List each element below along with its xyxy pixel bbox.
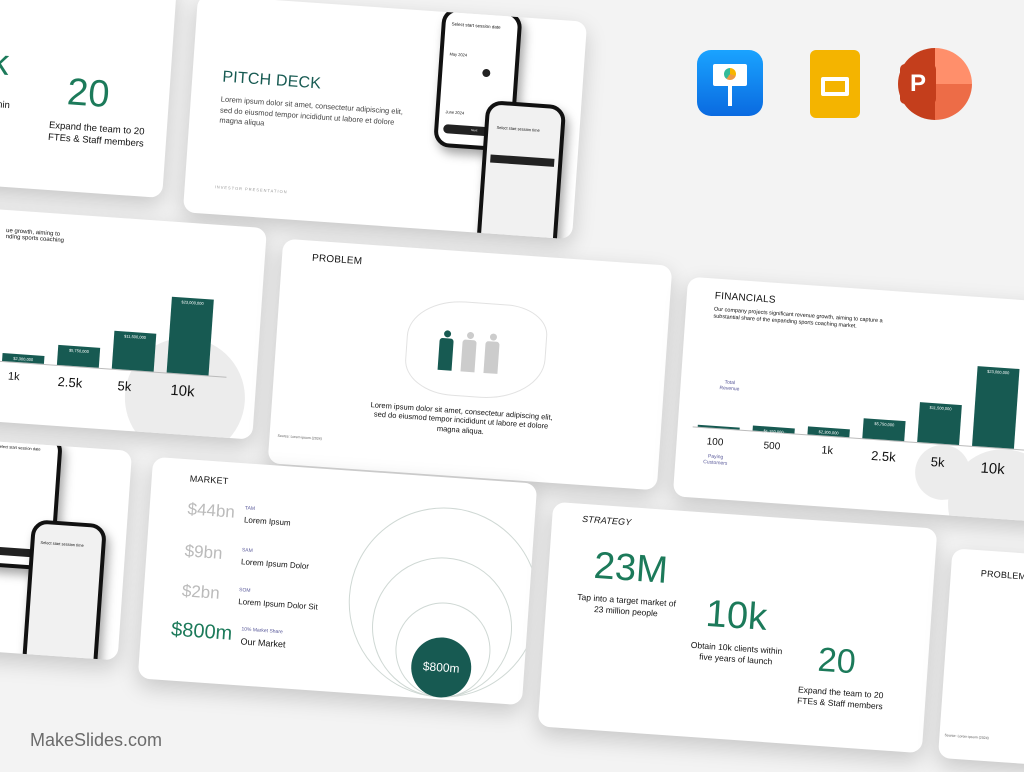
- stat-value: 20: [65, 71, 111, 117]
- pitch-title: PITCH DECK: [221, 68, 322, 93]
- market-value-highlight: $800m: [170, 618, 233, 645]
- customers-label: Paying Customers: [703, 453, 728, 467]
- slide-strategy[interactable]: STRATEGY 23M Tap into a target market of…: [537, 501, 938, 754]
- bar: [697, 424, 740, 430]
- stat-value: 10k: [704, 592, 769, 639]
- market-label: Our Market: [240, 636, 286, 650]
- customer-label: 500: [763, 440, 781, 453]
- bar-chart: $1,150,000 $2,300,000 $5,750,000 $11,500…: [692, 337, 1024, 452]
- market-label: Lorem Ipsum: [243, 515, 291, 528]
- market-value: $44bn: [187, 499, 236, 522]
- stat-caption: Obtain 10k clients within five years of …: [690, 639, 783, 667]
- bar: $5,750,000: [862, 418, 906, 442]
- customer-label: 2.5k: [57, 373, 83, 391]
- customer-label: 2.5k: [870, 447, 897, 465]
- pitch-footer: INVESTOR PRESENTATION: [214, 184, 288, 195]
- customer-label: 1k: [820, 444, 834, 458]
- bar-chart: $2,300,000 $5,750,000 $11,500,000 $23,00…: [0, 279, 233, 378]
- selected-date: [482, 68, 491, 78]
- stat-caption: s within nch: [0, 98, 11, 112]
- stat-caption: Tap into a target market of 23 million p…: [577, 591, 677, 619]
- keynote-icon: [697, 50, 763, 116]
- bar: $11,500,000: [111, 330, 157, 372]
- phone-mockup-time: Select start session time: [21, 519, 107, 661]
- market-tag: 10% Market Share: [241, 626, 283, 636]
- market-tag: SAM: [241, 547, 253, 555]
- slide-problem[interactable]: PROBLEM Lorem ipsum dolor sit amet, cons…: [267, 238, 673, 491]
- market-tag: SOM: [238, 587, 251, 594]
- slide-financials-partial[interactable]: ue growth, aiming to nding sports coachi…: [0, 202, 267, 440]
- phone-title: Select start session date: [0, 443, 41, 452]
- slide-title: FINANCIALS: [714, 290, 777, 306]
- source-note: Source: Lorem ipsum (2024): [944, 733, 989, 741]
- slide-problem-partial[interactable]: PROBLEM Source: Lorem ipsum (2024): [937, 548, 1024, 772]
- customer-label: 1k: [7, 370, 20, 384]
- customer-label: 100: [706, 436, 724, 449]
- stat-caption: Expand the team to 20 FTEs & Staff membe…: [796, 684, 884, 711]
- customer-label: 5k: [930, 454, 946, 470]
- watermark: MakeSlides.com: [30, 730, 163, 750]
- google-slides-icon: [810, 50, 860, 118]
- phone-title: Select start session time: [40, 539, 84, 548]
- slide-title: PROBLEM: [980, 568, 1024, 582]
- bar: $23,000,000: [972, 366, 1020, 449]
- person-icon: [460, 331, 477, 373]
- phone-month: May 2024: [449, 51, 468, 58]
- person-icon: [483, 333, 500, 374]
- bar: $1,150,000: [752, 425, 795, 435]
- slide-title: STRATEGY: [581, 513, 632, 528]
- source-note: Source: Lorem ipsum (2024): [277, 433, 322, 441]
- market-value: $9bn: [184, 541, 224, 563]
- powerpoint-icon: P: [898, 48, 972, 120]
- market-tag: TAM: [244, 505, 256, 513]
- slide-pitch-deck[interactable]: PITCH DECK Lorem ipsum dolor sit amet, c…: [182, 0, 588, 240]
- stat-value: 23M: [592, 544, 670, 592]
- problem-body: Lorem ipsum dolor sit amet, consectetur …: [370, 400, 554, 436]
- financials-desc: Our company projects significant revenue…: [713, 306, 883, 330]
- slide-title: MARKET: [189, 473, 229, 487]
- customer-label: 10k: [169, 381, 196, 401]
- market-label: Lorem Ipsum Dolor Sit: [238, 597, 319, 612]
- powerpoint-letter: P: [900, 64, 936, 104]
- bar: $2,300,000: [807, 426, 850, 438]
- stat-caption: Expand the team to 20 FTEs & Staff membe…: [47, 119, 145, 150]
- pitch-body: Lorem ipsum dolor sit amet, consectetur …: [219, 94, 404, 128]
- bar: $5,750,000: [56, 344, 101, 368]
- phone-mockup-time: Select start session time: [475, 100, 567, 240]
- slide-market[interactable]: MARKET $44bn TAM Lorem Ipsum $9bn SAM Lo…: [137, 456, 538, 706]
- market-value: $2bn: [181, 581, 221, 603]
- phone-title: Select start session date: [451, 21, 501, 30]
- stat-value: 20: [816, 640, 858, 682]
- bar: $23,000,000: [166, 296, 214, 376]
- slide-strategy-partial[interactable]: k s within nch 20 Expand the team to 20 …: [0, 0, 178, 198]
- person-icon-active: [437, 330, 455, 371]
- customer-label: 10k: [979, 459, 1006, 479]
- slide-app-partial[interactable]: Select start session date Select start s…: [0, 439, 133, 661]
- slide-title: PROBLEM: [311, 252, 363, 268]
- phone-title: Select start session time: [496, 124, 540, 133]
- customer-label: 5k: [117, 378, 132, 395]
- bar: $11,500,000: [917, 402, 962, 445]
- bar: $2,300,000: [2, 353, 45, 364]
- stat-value: k: [0, 40, 11, 83]
- time-slot-selected[interactable]: [490, 154, 555, 167]
- financials-desc: ue growth, aiming to nding sports coachi…: [5, 227, 65, 245]
- phone-month: June 2024: [445, 109, 465, 116]
- market-label: Lorem Ipsum Dolor: [240, 557, 310, 571]
- slide-financials[interactable]: FINANCIALS Our company projects signific…: [672, 276, 1024, 524]
